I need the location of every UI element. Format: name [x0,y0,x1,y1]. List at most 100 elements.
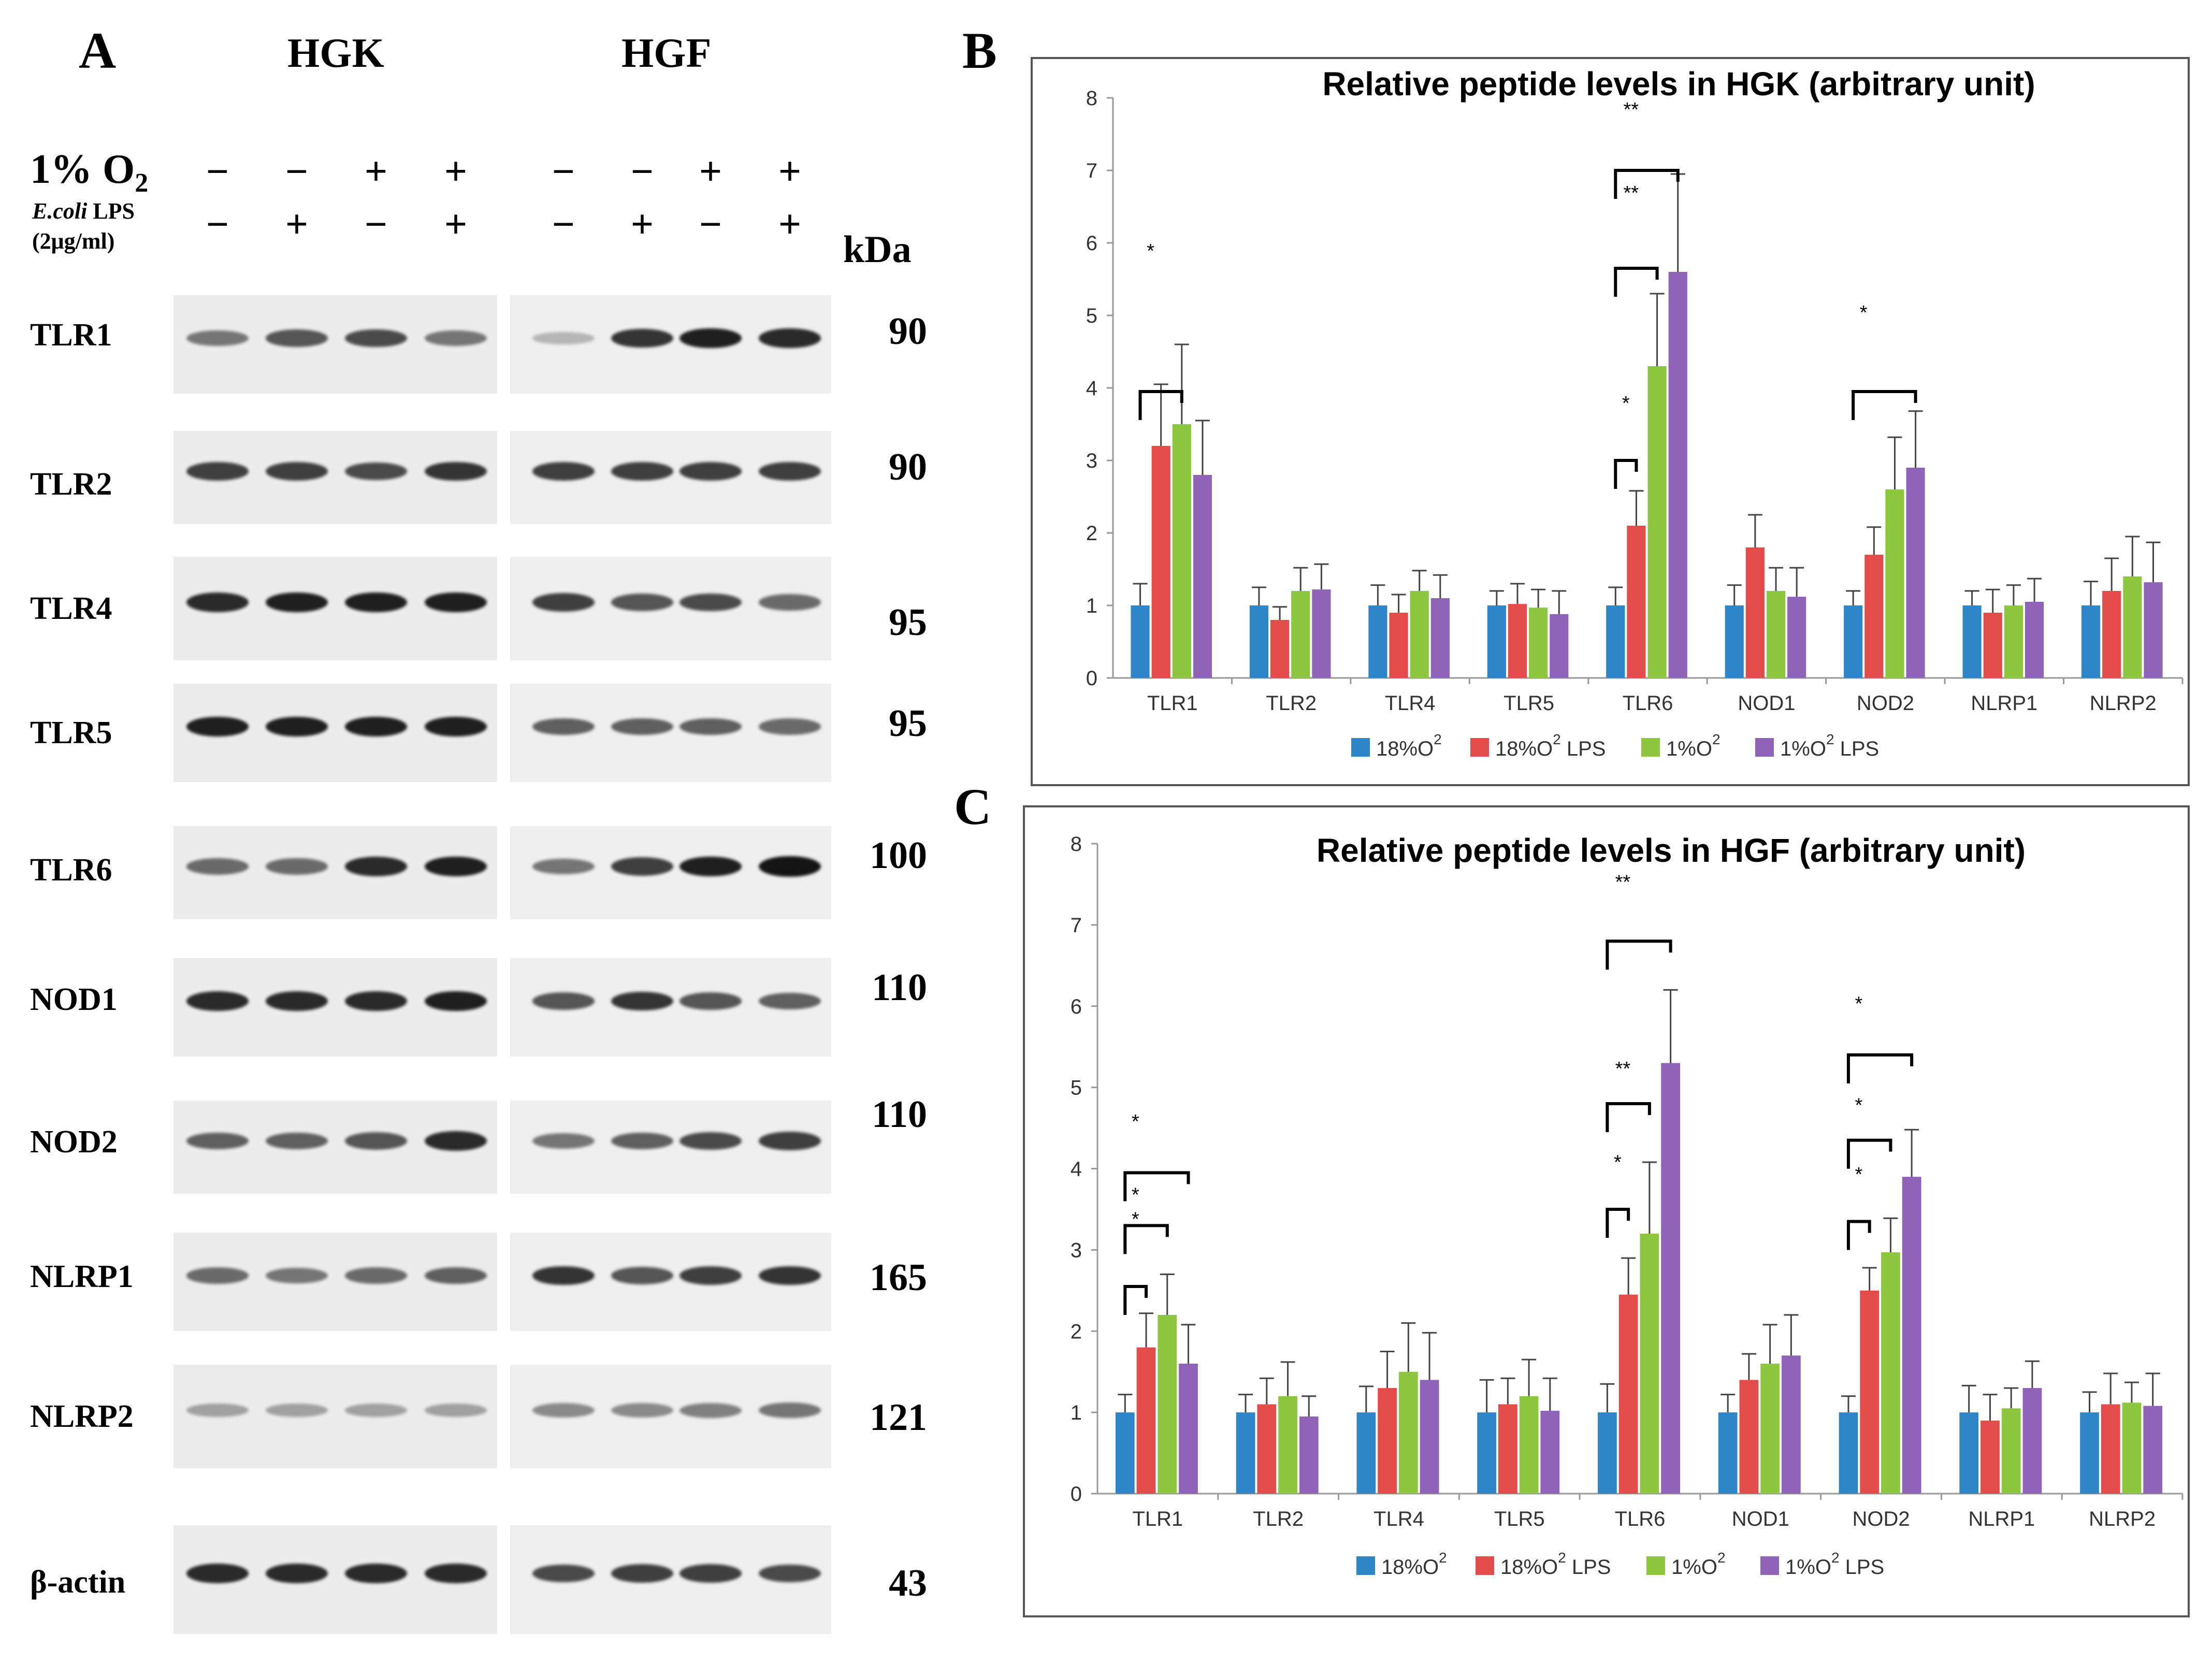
lps-sign-lane-5: − [552,201,575,247]
x-tick-label: TLR4 [1385,692,1436,715]
bar-TLR1-s3 [1172,424,1191,678]
x-tick-label: TLR6 [1615,1508,1666,1530]
blot-band [679,328,742,349]
kda-value-3: 95 [889,601,927,644]
x-tick-label: NOD1 [1732,1508,1789,1530]
kda-value-1: 90 [889,310,927,353]
blot-band [425,1564,487,1583]
blot-band [759,1402,821,1419]
lps-sign-lane-4: + [444,201,468,247]
significance-bracket [1123,1224,1169,1254]
significance-label: * [1132,1111,1139,1133]
bar-TLR1-s1 [1115,1412,1135,1494]
bar-TLR1-s4 [1193,475,1212,678]
bar-TLR5-s3 [1519,1396,1539,1494]
significance-bracket [1614,169,1680,199]
blot-band [425,461,487,481]
significance-label: * [1132,1184,1139,1206]
bar-TLR6-s2 [1627,526,1646,678]
blot-band [759,718,821,735]
blot-band [186,1564,249,1583]
bar-TLR4-s4 [1420,1380,1439,1494]
blot-band [611,1132,673,1150]
blot-band [679,1266,742,1285]
blot-band [679,1564,742,1583]
x-tick-label: NLRP1 [1971,692,2037,715]
hgk-blot-row-10 [174,1525,497,1634]
blot-band [186,716,249,737]
lps-condition-label: E.coli LPS [32,198,135,224]
panel-b-letter: B [962,22,997,79]
bar-TLR2-s4 [1312,589,1331,678]
bar-NOD2-s2 [1864,555,1884,678]
lps-sign-lane-1: − [206,201,229,247]
protein-label-1: TLR1 [30,317,112,353]
kda-value-9: 121 [870,1396,927,1439]
kda-value-10: 43 [889,1562,927,1604]
hgf-blot-row-6 [510,958,831,1057]
x-tick-label: TLR6 [1623,692,1673,715]
bar-NOD2-s4 [1906,468,1925,678]
bar-TLR1-s4 [1179,1364,1198,1494]
legend-swatch [1755,738,1774,757]
y-tick-label: 6 [1086,232,1097,255]
y-tick-label: 3 [1071,1239,1082,1262]
x-tick-label: TLR5 [1503,692,1554,715]
blot-band [345,592,407,613]
bar-NLRP1-s4 [2025,602,2044,678]
bar-TLR6-s4 [1668,272,1687,678]
panel-c-letter: C [954,778,992,835]
hgk-blot-row-8 [174,1233,497,1331]
blot-band [532,332,595,344]
y-tick-label: 7 [1071,914,1082,937]
bar-TLR6-s4 [1661,1063,1680,1494]
kda-value-8: 165 [870,1256,927,1299]
x-tick-label: TLR1 [1147,692,1198,715]
blot-band [186,1132,249,1150]
y-tick-label: 4 [1086,377,1097,400]
hgf-blot-row-4 [510,684,831,782]
bar-TLR2-s3 [1278,1396,1297,1494]
blot-band [345,1564,407,1583]
blot-band [186,1404,249,1417]
bar-NOD1-s4 [1782,1355,1801,1494]
o2-sign-lane-6: − [630,149,654,194]
significance-label: ** [1623,99,1639,121]
hgf-blot-row-10 [510,1525,831,1634]
bar-TLR1-s2 [1136,1347,1156,1494]
blot-band [759,594,821,611]
blot-band [759,1266,821,1285]
significance-label: * [1147,240,1154,262]
significance-bracket [1846,1138,1892,1169]
hgf-blot-row-9 [510,1365,831,1468]
bar-NLRP1-s2 [1983,613,2002,678]
bar-NLRP1-s3 [2004,605,2023,678]
significance-bracket [1846,1053,1914,1083]
bar-NLRP2-s1 [2081,605,2101,678]
significance-label: * [1855,1095,1863,1117]
y-tick-label: 2 [1086,522,1097,545]
bar-TLR4-s3 [1398,1371,1418,1494]
blot-band [611,1267,673,1284]
legend-label: 18%O2 [1376,731,1442,760]
blot-band [425,991,487,1011]
significance-label: ** [1623,182,1639,204]
blot-band [186,462,249,481]
chart-title: Relative peptide levels in HGF (arbitrar… [1317,832,2026,869]
blot-band [425,1267,487,1284]
y-tick-label: 6 [1071,995,1082,1018]
blot-band [186,991,249,1011]
hgf-blot-row-8 [510,1233,831,1331]
bar-NOD2-s1 [1839,1412,1858,1494]
significance-label: * [1855,1164,1863,1185]
blot-band [532,1564,595,1583]
legend-label: 18%O2 LPS [1495,731,1606,760]
y-tick-label: 8 [1086,87,1097,110]
hgf-group-header: HGF [621,31,712,76]
o2-sign-lane-3: + [364,149,388,194]
lps-sign-lane-6: + [630,201,654,247]
blot-band [532,992,595,1010]
blot-band [611,1403,673,1418]
lps-sign-lane-8: + [778,201,802,247]
y-tick-label: 7 [1086,160,1097,182]
